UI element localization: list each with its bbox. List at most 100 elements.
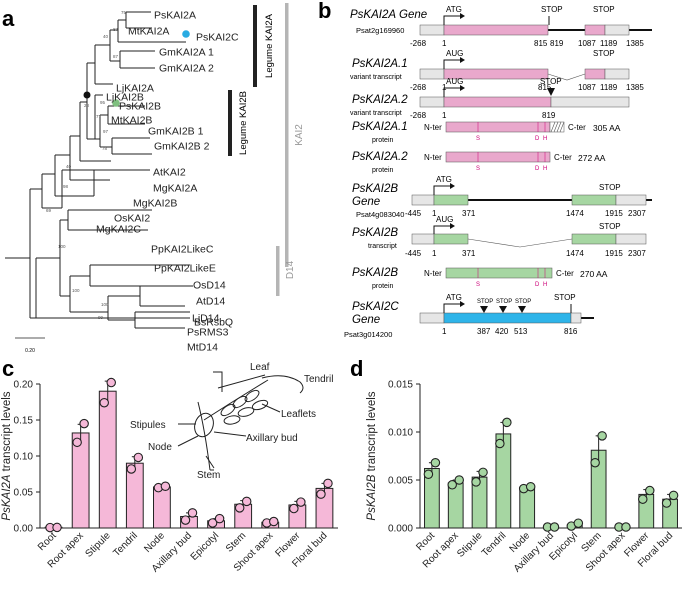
y-tick-label: 0.05 xyxy=(14,488,34,499)
tree-taxon-label: OsD14 xyxy=(193,280,226,292)
data-point xyxy=(478,467,488,478)
num: 1 xyxy=(432,249,437,258)
transcript-pskai2a2: PsKAI2A.2 variant transcript AUG STOP -2… xyxy=(350,77,630,120)
stop-label: STOP xyxy=(599,222,621,231)
y-tick-label: 0.00 xyxy=(14,524,34,535)
category-label: Epicotyl xyxy=(189,530,222,563)
aug-label: AUG xyxy=(436,215,453,224)
start-arrow xyxy=(433,225,450,234)
data-point xyxy=(423,469,434,479)
tree-taxon-label: MtKAI2A xyxy=(128,26,169,38)
bootstrap-value: 100 xyxy=(72,288,80,293)
panel-a: a xyxy=(2,3,305,354)
exon-2 xyxy=(571,233,617,245)
y-axis-label: PsKAI2A transcript levels xyxy=(1,391,13,520)
utr-5 xyxy=(419,24,445,36)
num: 1385 xyxy=(626,83,644,92)
protein-title: PsKAI2A.1 xyxy=(352,121,408,133)
bootstrap-value: 40 xyxy=(66,164,72,169)
num: 816 xyxy=(564,327,578,336)
site-s-label: S xyxy=(476,166,480,172)
stop-a-triangle xyxy=(480,306,488,313)
site-h-label: H xyxy=(543,136,547,142)
data-point xyxy=(207,518,218,528)
panel-c-label: c xyxy=(2,356,14,381)
legume-kai2b-label: Legume KAI2B xyxy=(238,91,249,155)
nter-label: N-ter xyxy=(424,123,442,132)
num: 420 xyxy=(495,327,509,336)
exon xyxy=(443,96,552,108)
y-tick-label: 0.005 xyxy=(388,476,413,487)
category-label: Tendril xyxy=(111,530,140,559)
num: -445 xyxy=(405,209,422,218)
category-label: Stem xyxy=(224,530,248,554)
bootstrap-value: 100 xyxy=(58,244,66,249)
tree-taxon-label: PsKAI2A xyxy=(154,10,196,22)
data-point xyxy=(214,513,225,524)
data-point xyxy=(573,518,584,528)
site-d-label: D xyxy=(535,136,540,142)
num: 819 xyxy=(542,111,556,120)
exon-2 xyxy=(584,68,606,80)
utr-5 xyxy=(411,233,435,245)
tree-taxon-label: PpKAI2LikeC xyxy=(151,244,214,256)
num: 815 xyxy=(534,39,548,48)
panel-d-label: d xyxy=(350,356,363,381)
gene-id: Psat2g169960 xyxy=(356,26,404,35)
data-point xyxy=(269,516,279,527)
stop-c-label: STOP xyxy=(515,299,531,305)
tree-taxon-label: AtKAI2 xyxy=(153,167,186,179)
data-point xyxy=(296,497,306,507)
data-point xyxy=(597,431,607,441)
stop-triangle xyxy=(547,88,555,96)
nter-label: N-ter xyxy=(424,269,442,278)
protein-title: PsKAI2B xyxy=(352,267,398,279)
plant-leaflet xyxy=(232,395,248,409)
num: 2307 xyxy=(628,249,646,258)
data-point xyxy=(99,397,109,408)
transcript-title: PsKAI2B xyxy=(352,227,398,239)
atg-label: ATG xyxy=(446,5,462,14)
num: -268 xyxy=(410,83,427,92)
start-arrow xyxy=(443,87,460,97)
stop-c-triangle xyxy=(518,306,526,313)
site-h-label: H xyxy=(543,166,547,172)
tree-taxon-label: PsKAI2B xyxy=(119,101,161,113)
plant-label-leaflets: Leaflets xyxy=(281,409,316,420)
protein-bar xyxy=(445,267,553,279)
node-marker-dot xyxy=(83,91,91,99)
num: 513 xyxy=(514,327,528,336)
panel-b-label: b xyxy=(318,0,331,23)
plant-labels: Leaf Tendril Leaflets Stipules Axillary … xyxy=(130,362,333,481)
exon-1 xyxy=(443,24,549,36)
protein-sub: protein xyxy=(372,283,394,290)
plant-axillary-line xyxy=(213,431,247,437)
chart-d: 0.000 0.005 0.010 0.015 PsKAI2B transcript l… xyxy=(366,380,682,575)
data-point xyxy=(52,522,62,533)
data-point xyxy=(661,498,672,508)
data-point xyxy=(621,522,631,532)
utr-3 xyxy=(570,312,582,324)
plant-label-stem: Stem xyxy=(197,470,220,481)
pskai2b-dot xyxy=(112,99,120,107)
bootstrap-value: 98 xyxy=(63,184,69,189)
plant-leaflets-line xyxy=(261,403,281,413)
protein-sub: protein xyxy=(372,137,394,144)
gene-title: PsKAI2B Gene xyxy=(352,183,398,208)
tree-taxon-label: MtKAI2B xyxy=(111,115,152,127)
utr-5 xyxy=(419,312,445,324)
num: 819 xyxy=(550,39,564,48)
tree-taxon-label: GmKAI2A 1 xyxy=(159,47,214,59)
exon-1 xyxy=(433,194,469,206)
data-point xyxy=(323,478,333,489)
category-label: Node xyxy=(142,530,167,555)
num: 1087 xyxy=(578,83,596,92)
site-s-label: S xyxy=(476,282,480,288)
tree-taxon-label: GmKAI2B 1 xyxy=(148,126,204,138)
bootstrap-value: 75 xyxy=(121,10,127,15)
data-point xyxy=(471,477,481,487)
tree-taxon-label: BsRsbQ xyxy=(194,317,233,329)
bootstrap-value: 87 xyxy=(113,54,119,59)
